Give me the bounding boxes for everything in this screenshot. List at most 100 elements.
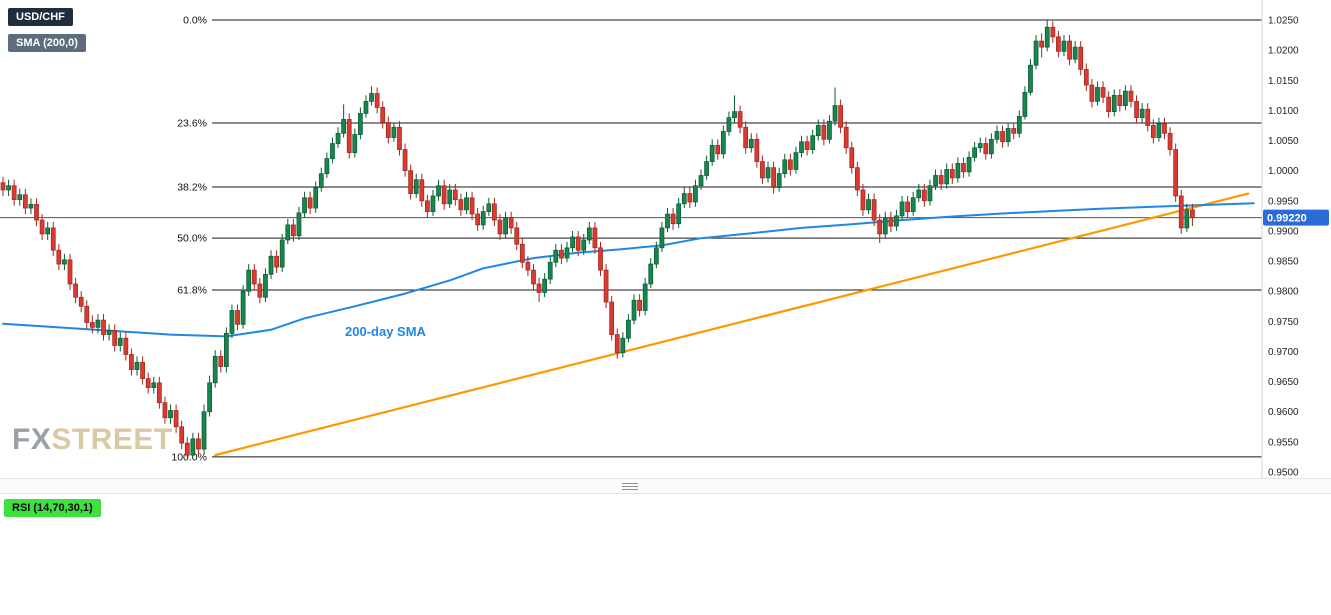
candle-body (899, 201, 905, 217)
sma-indicator-badge[interactable]: SMA (200,0) (8, 34, 86, 52)
candle-body (117, 337, 123, 346)
candle-body (659, 227, 665, 249)
candle-body (1190, 209, 1195, 219)
price-axis-label: 1.0200 (1268, 46, 1299, 57)
candle-body (235, 310, 240, 325)
candle-body (693, 185, 698, 203)
candle-body (776, 173, 782, 188)
candle-body (441, 185, 447, 205)
price-axis-label: 1.0100 (1268, 106, 1299, 117)
candle-body (553, 249, 559, 263)
candle-body (547, 261, 553, 280)
candle-body (190, 438, 196, 456)
panel-splitter[interactable] (0, 478, 1331, 494)
candle-body (151, 382, 157, 389)
candle-body (905, 201, 910, 213)
candle-body (447, 189, 453, 205)
candle-body (626, 319, 631, 339)
candle-body (1011, 128, 1017, 134)
candle-body (274, 255, 279, 268)
candle-body (67, 259, 73, 285)
candle-body (358, 113, 363, 135)
candle-body (1117, 94, 1123, 106)
rsi-panel: 75.000050.000025.00000.0000Aug20Sep1119O… (0, 494, 1331, 615)
splitter-grip-icon[interactable] (622, 483, 638, 490)
candle-body (503, 217, 508, 235)
candle-body (810, 135, 816, 150)
candle-body (229, 310, 235, 334)
price-axis-label: 0.9550 (1268, 437, 1299, 448)
sma-line-label: 200-day SMA (345, 324, 427, 339)
candle-body (352, 134, 358, 153)
candle-body (486, 203, 492, 213)
symbol-badge[interactable]: USD/CHF (8, 8, 73, 26)
candle-body (257, 283, 263, 298)
candle-body (1000, 131, 1005, 143)
candle-body (1078, 46, 1084, 70)
price-axis-label: 1.0000 (1268, 166, 1299, 177)
candle-body (1139, 108, 1145, 119)
candle-body (374, 93, 380, 108)
candle-body (469, 197, 475, 215)
candle-body (860, 189, 866, 211)
candle-body (916, 189, 922, 199)
candle-body (1056, 36, 1061, 52)
candle-body (782, 159, 788, 175)
candle-body (1167, 132, 1173, 150)
candle-body (955, 163, 961, 179)
candle-body (207, 382, 212, 413)
candle-body (1123, 90, 1128, 106)
candle-body (642, 283, 648, 311)
candle-body (391, 126, 397, 138)
candle-body (1100, 87, 1106, 98)
trendline[interactable] (214, 192, 1250, 457)
candle-body (1134, 100, 1139, 119)
candle-body (34, 204, 39, 221)
candle-body (307, 197, 313, 209)
candle-body (106, 329, 112, 335)
fib-level-label: 61.8% (177, 284, 207, 296)
candle-body (1072, 46, 1078, 60)
candle-body (39, 219, 45, 235)
candle-body (397, 126, 402, 150)
candle-body (1022, 91, 1028, 117)
candle-body (279, 239, 285, 268)
candle-body (296, 212, 302, 237)
candle-body (687, 193, 693, 203)
candle-body (251, 269, 257, 285)
fib-level-label: 0.0% (183, 15, 207, 27)
candle-body (536, 283, 542, 293)
candle-body (196, 438, 201, 450)
candle-body (134, 361, 140, 370)
candle-body (240, 290, 246, 325)
candle-body (715, 144, 721, 155)
candle-body (1184, 209, 1190, 229)
candle-body (1178, 195, 1184, 229)
candle-body (754, 138, 760, 163)
candle-body (832, 105, 838, 122)
candle-body (961, 163, 966, 173)
candle-body (480, 211, 486, 226)
candle-body (22, 194, 28, 209)
fib-level-label: 38.2% (177, 181, 207, 193)
candle-body (1106, 96, 1112, 112)
candle-body (313, 187, 319, 209)
price-chart-canvas[interactable]: 0.0%23.6%38.2%50.0%61.8%100.0%200-day SM… (0, 0, 1331, 478)
candle-body (531, 269, 536, 285)
candle-body (637, 299, 642, 311)
candle-body (676, 203, 682, 225)
candle-body (1111, 94, 1117, 112)
fib-level-label: 50.0% (177, 233, 207, 245)
candle-body (966, 157, 972, 173)
candle-body (0, 182, 6, 191)
candle-body (665, 213, 670, 229)
candle-body (1150, 125, 1156, 138)
candle-body (425, 200, 430, 213)
candle-body (346, 119, 352, 153)
candle-body (385, 122, 391, 138)
candle-body (1089, 84, 1095, 102)
rsi-indicator-badge[interactable]: RSI (14,70,30,1) (4, 499, 101, 517)
candlestick-series (0, 20, 1195, 458)
candle-body (799, 141, 804, 153)
